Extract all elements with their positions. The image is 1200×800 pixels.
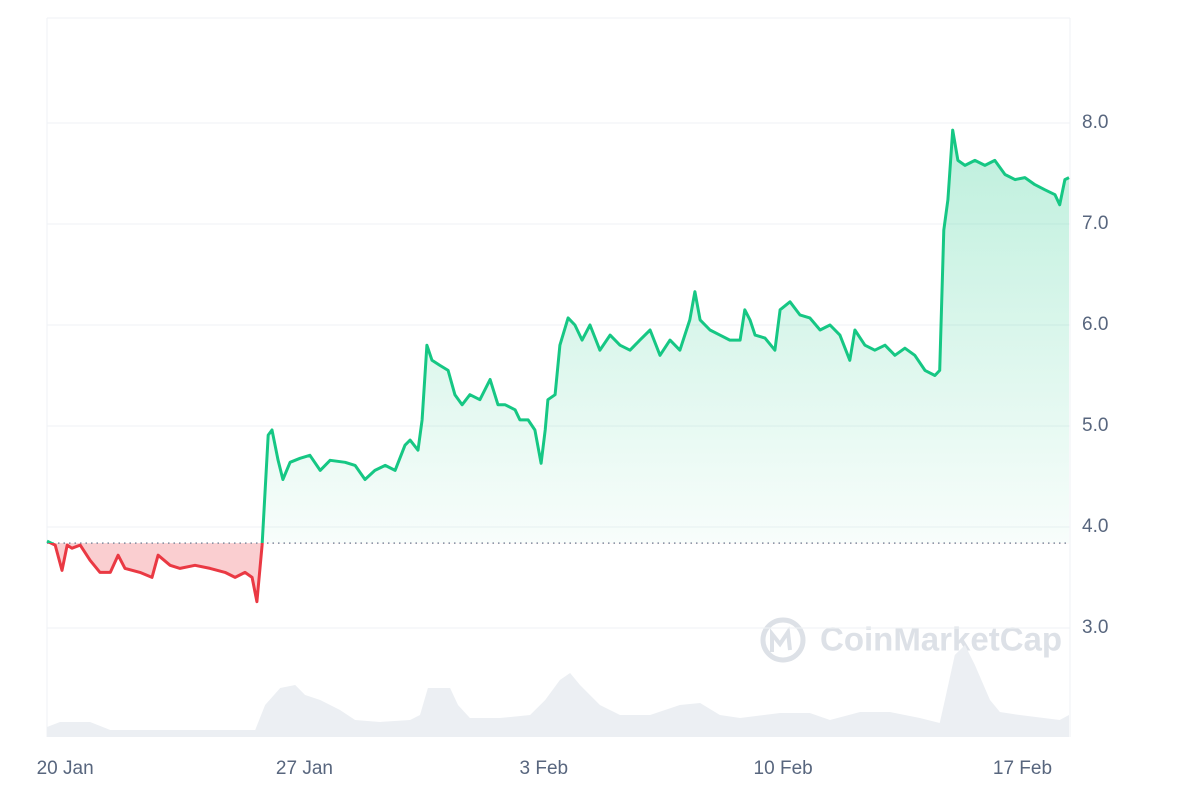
y-tick-label: 8.0 [1082, 112, 1108, 133]
y-tick-label: 4.0 [1082, 516, 1108, 537]
x-tick-label: 17 Feb [993, 758, 1052, 779]
price-line [46, 128, 1070, 604]
plot: 3.0 4.0 5.0 6.0 7.0 8.0 20 Jan 27 Jan 3 Feb 10 Fe… [37, 112, 1109, 779]
y-tick-label: 6.0 [1082, 314, 1108, 335]
y-tick-label: 3.0 [1082, 617, 1108, 638]
watermark: CoinMarketCap [760, 617, 1062, 663]
x-tick-label: 27 Jan [276, 758, 333, 779]
watermark-logo [760, 617, 806, 663]
y-tick-label: 7.0 [1082, 213, 1108, 234]
x-tick-label: 3 Feb [520, 758, 569, 779]
volume-area [47, 645, 1069, 737]
y-tick-label: 5.0 [1082, 415, 1108, 436]
watermark-text: CoinMarketCap [820, 621, 1062, 658]
x-tick-label: 10 Feb [754, 758, 813, 779]
x-tick-label: 20 Jan [37, 758, 94, 779]
watermark-logo [770, 626, 792, 652]
